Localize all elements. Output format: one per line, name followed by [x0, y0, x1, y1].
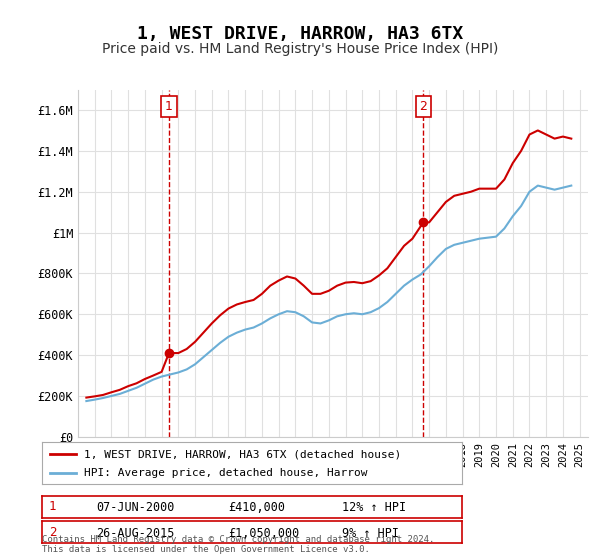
Text: 1, WEST DRIVE, HARROW, HA3 6TX: 1, WEST DRIVE, HARROW, HA3 6TX — [137, 25, 463, 43]
Text: 12% ↑ HPI: 12% ↑ HPI — [342, 501, 406, 515]
Text: £1,050,000: £1,050,000 — [228, 526, 299, 540]
Text: 1: 1 — [165, 100, 173, 113]
Text: £410,000: £410,000 — [228, 501, 285, 515]
Text: Contains HM Land Registry data © Crown copyright and database right 2024.
This d: Contains HM Land Registry data © Crown c… — [42, 535, 434, 554]
Text: HPI: Average price, detached house, Harrow: HPI: Average price, detached house, Harr… — [84, 468, 367, 478]
Text: 2: 2 — [419, 100, 427, 113]
Text: 26-AUG-2015: 26-AUG-2015 — [96, 526, 175, 540]
Text: 1: 1 — [49, 500, 56, 514]
Text: Price paid vs. HM Land Registry's House Price Index (HPI): Price paid vs. HM Land Registry's House … — [102, 42, 498, 56]
Text: 07-JUN-2000: 07-JUN-2000 — [96, 501, 175, 515]
Text: 2: 2 — [49, 525, 56, 539]
Text: 9% ↑ HPI: 9% ↑ HPI — [342, 526, 399, 540]
Text: 1, WEST DRIVE, HARROW, HA3 6TX (detached house): 1, WEST DRIVE, HARROW, HA3 6TX (detached… — [84, 449, 401, 459]
